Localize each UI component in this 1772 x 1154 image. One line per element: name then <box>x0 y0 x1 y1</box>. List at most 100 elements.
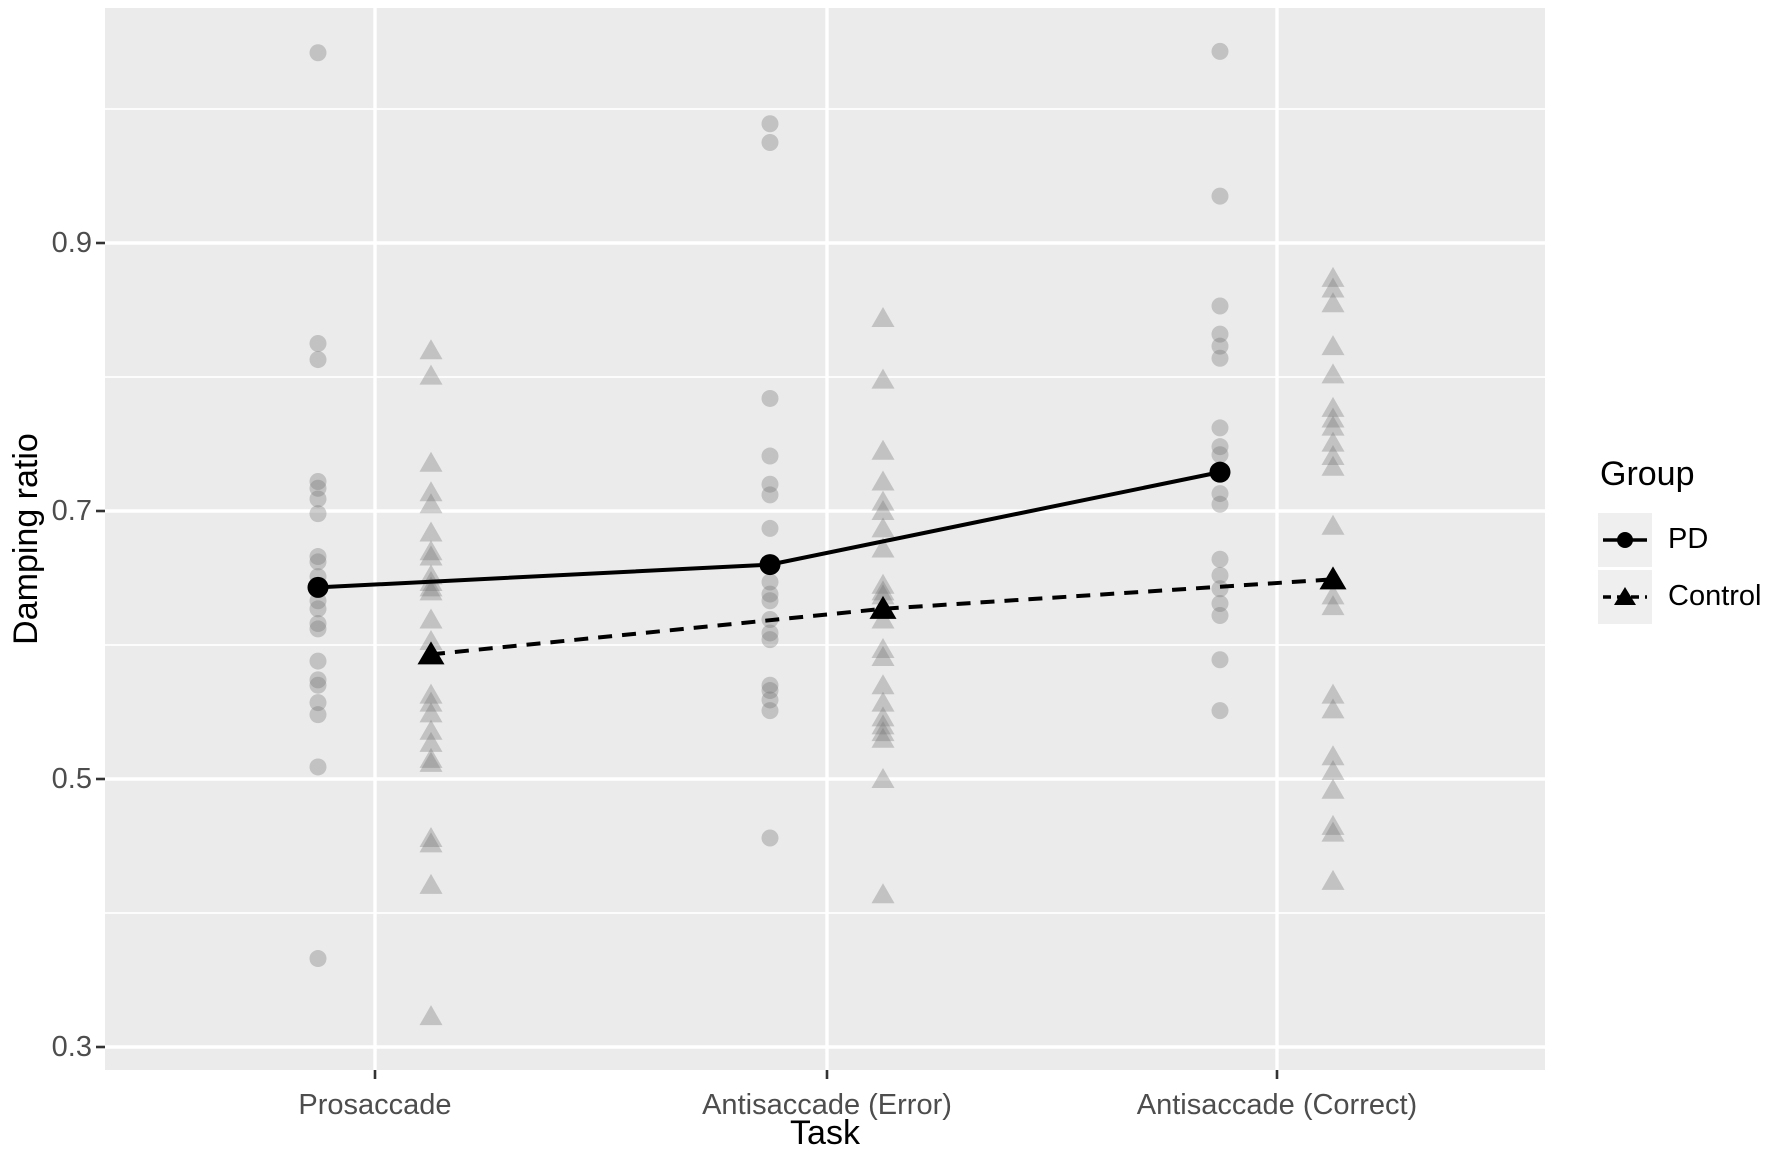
data-point-control <box>871 490 895 511</box>
data-point-control <box>419 545 443 566</box>
data-point-pd <box>761 134 779 151</box>
mean-point-pd <box>307 576 329 598</box>
data-point-pd <box>761 702 779 720</box>
data-point-control <box>1321 814 1345 835</box>
data-point-control <box>1321 407 1345 428</box>
data-point-pd <box>1211 438 1229 456</box>
data-point-control <box>871 439 895 460</box>
data-point-pd <box>309 671 327 689</box>
data-point-control <box>871 470 895 491</box>
data-point-pd <box>1211 485 1229 503</box>
mean-point-control <box>869 595 897 619</box>
data-point-control <box>1321 396 1345 417</box>
data-point-control <box>871 368 895 389</box>
data-point-control <box>419 481 443 502</box>
data-point-control <box>871 580 895 601</box>
data-point-pd <box>309 706 327 724</box>
data-point-control <box>419 751 443 772</box>
data-point-control <box>871 883 895 904</box>
data-point-pd <box>761 682 779 700</box>
mean-point-control <box>1319 566 1347 590</box>
data-point-control <box>1321 455 1345 476</box>
data-point-control <box>871 307 895 328</box>
data-point-pd <box>309 473 327 491</box>
data-point-pd <box>309 615 327 633</box>
data-point-pd <box>309 335 327 352</box>
data-point-control <box>419 629 443 650</box>
data-point-control <box>419 493 443 514</box>
mean-point-control <box>417 641 445 665</box>
data-point-control <box>871 691 895 712</box>
data-point-pd <box>761 592 779 610</box>
data-point-pd <box>309 490 327 508</box>
data-point-pd <box>1211 566 1229 584</box>
data-point-control <box>419 364 443 385</box>
data-point-control <box>419 691 443 712</box>
data-point-pd <box>1211 594 1229 612</box>
data-point-pd <box>761 447 779 465</box>
data-point-pd <box>309 479 327 497</box>
data-point-control <box>419 564 443 585</box>
data-point-pd <box>761 691 779 709</box>
data-point-pd <box>1211 419 1229 437</box>
data-point-control <box>871 721 895 742</box>
data-point-pd <box>1211 651 1229 669</box>
data-point-control <box>871 646 895 667</box>
data-point-control <box>419 451 443 472</box>
data-point-pd <box>761 624 779 642</box>
mean-line-control <box>430 577 1334 657</box>
data-point-pd <box>761 389 779 407</box>
data-point-pd <box>761 585 779 603</box>
data-point-control <box>1321 445 1345 466</box>
data-point-control <box>1321 277 1345 298</box>
data-point-control <box>1321 821 1345 842</box>
data-point-control <box>871 706 895 727</box>
data-point-control <box>1321 869 1345 890</box>
data-point-pd <box>309 620 327 638</box>
data-point-control <box>1321 584 1345 605</box>
data-point-pd <box>1211 607 1229 625</box>
data-point-control <box>871 500 895 520</box>
data-point-pd <box>309 758 327 776</box>
data-point-control <box>1321 514 1345 535</box>
data-point-pd <box>1211 297 1229 315</box>
data-point-pd <box>1211 187 1229 205</box>
data-point-control <box>419 580 443 601</box>
data-point-control <box>419 719 443 740</box>
data-point-pd <box>1211 550 1229 568</box>
mean-point-pd <box>759 554 781 576</box>
data-point-control <box>419 608 443 629</box>
data-point-control <box>419 826 443 847</box>
data-point-pd <box>309 505 327 523</box>
data-point-pd <box>309 44 327 62</box>
data-point-pd <box>1211 349 1229 367</box>
data-point-control <box>1321 363 1345 384</box>
data-point-control <box>871 768 895 788</box>
data-point-pd <box>761 486 779 504</box>
data-point-control <box>871 674 895 695</box>
data-point-control <box>1321 778 1345 799</box>
data-point-pd <box>1211 337 1229 355</box>
data-point-control <box>871 584 895 605</box>
data-point-control <box>871 727 895 748</box>
data-point-pd <box>309 676 327 694</box>
data-point-control <box>1321 292 1345 313</box>
data-point-control <box>419 339 443 360</box>
data-point-pd <box>1211 325 1229 343</box>
data-point-control <box>419 731 443 752</box>
data-point-control <box>419 521 443 542</box>
data-point-control <box>1321 683 1345 704</box>
data-point-pd <box>761 573 779 591</box>
data-point-pd <box>309 694 327 712</box>
data-point-pd <box>761 115 779 133</box>
data-point-pd <box>761 676 779 694</box>
data-point-control <box>419 1005 443 1026</box>
data-point-pd <box>309 553 327 571</box>
data-point-pd <box>1211 446 1229 464</box>
data-point-pd <box>309 548 327 566</box>
data-point-control <box>1321 698 1345 719</box>
data-point-pd <box>761 631 779 649</box>
data-point-control <box>871 714 895 735</box>
